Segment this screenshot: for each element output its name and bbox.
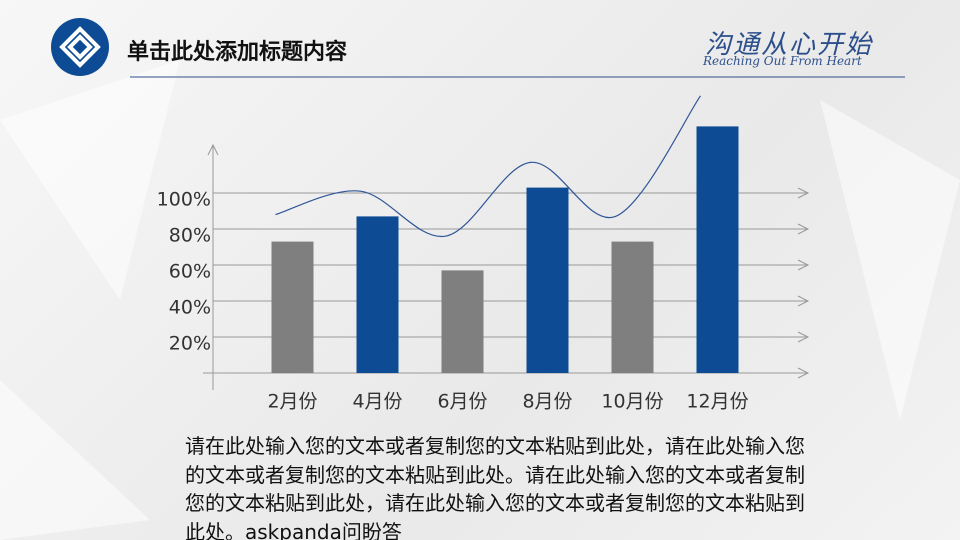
grid-arrow [797, 295, 810, 307]
x-tick-label: 12月份 [686, 391, 748, 413]
y-tick-label: 60% [169, 261, 211, 283]
x-tick-label: 6月份 [437, 391, 487, 413]
logo [51, 18, 109, 76]
grid-arrow [797, 331, 810, 343]
line [275, 95, 701, 237]
slogan-cn: 沟通从心开始 [705, 30, 874, 60]
plot: 20% 40% 60% 80% 100% 2月份 4月份 6月份 8月份 10月份 12月份 [157, 95, 810, 413]
y-tick-label: 40% [169, 297, 211, 319]
bg-shape [820, 100, 960, 420]
grid-arrow [797, 187, 810, 199]
x-tick-label: 4月份 [352, 391, 402, 413]
x-axis-arrow [797, 367, 810, 379]
slide-title: 单击此处添加标题内容 [127, 40, 348, 65]
bar [611, 241, 654, 373]
y-tick-label: 100% [157, 189, 211, 211]
y-tick-label: 20% [169, 333, 211, 355]
grid-arrow [797, 223, 810, 235]
background-shapes [0, 60, 960, 540]
x-tick-label: 2月份 [267, 391, 317, 413]
x-tick-label: 8月份 [522, 391, 572, 413]
bar [271, 241, 314, 373]
y-tick-label: 80% [169, 225, 211, 247]
x-tick-label: 10月份 [601, 391, 663, 413]
bar [356, 216, 399, 373]
bg-shape [0, 60, 180, 300]
y-axis-arrow [207, 143, 219, 156]
grid-arrow [797, 259, 810, 271]
bg-shape [0, 380, 150, 540]
slogan-en: Reaching Out From Heart [703, 54, 862, 68]
bar [526, 187, 569, 373]
body-text: 请在此处输入您的文本或者复制您的文本粘贴到此处，请在此处输入您的文本或者复制您的… [185, 434, 805, 540]
bar [696, 126, 739, 374]
bar [441, 270, 484, 373]
